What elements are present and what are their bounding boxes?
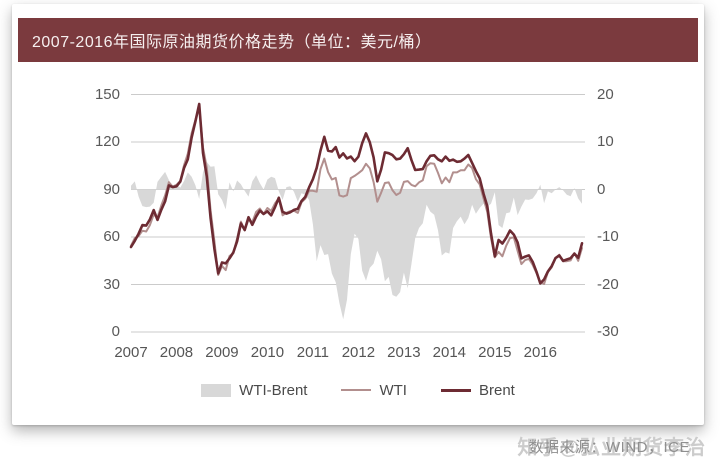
brent-price-line — [129, 102, 584, 285]
wti-price-line — [130, 106, 583, 285]
legend-label-brent: Brent — [478, 381, 515, 399]
legend-label-spread: WTI-Brent — [239, 381, 308, 399]
data-source-text: 数据来源：WIND，ICE — [528, 439, 690, 456]
chart-legend: WTI-Brent WTI Brent — [131, 379, 585, 401]
legend-item-brent: Brent — [440, 381, 515, 399]
chart-title-bar: 2007-2016年国际原油期货价格走势（单位：美元/桶） — [18, 18, 698, 62]
wti-brent-spread-area — [131, 161, 582, 320]
spread-area-swatch-icon — [201, 383, 232, 397]
chart-title: 2007-2016年国际原油期货价格走势（单位：美元/桶） — [32, 34, 432, 51]
legend-item-spread: WTI-Brent — [201, 382, 307, 399]
legend-label-wti: WTI — [379, 381, 407, 399]
brent-line-swatch-icon — [440, 388, 471, 392]
wti-line-swatch-icon — [341, 389, 372, 391]
legend-item-wti: WTI — [341, 382, 407, 399]
zhihu-watermark: 知乎@弘业期货李治 — [517, 437, 706, 459]
